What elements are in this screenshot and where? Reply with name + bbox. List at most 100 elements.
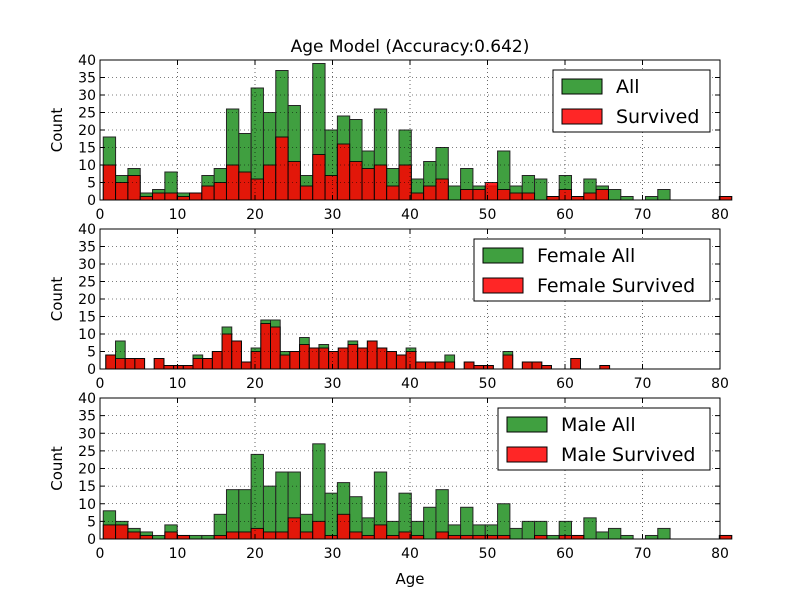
- x-tick-label: 40: [401, 207, 419, 223]
- x-tick-label: 50: [479, 546, 497, 562]
- bar: [534, 178, 548, 201]
- y-tick-label: 35: [78, 71, 96, 87]
- bar: [250, 453, 264, 540]
- bar: [410, 192, 425, 201]
- bar: [473, 365, 485, 370]
- bar: [240, 361, 252, 370]
- bar: [472, 534, 486, 540]
- bar: [483, 365, 494, 370]
- bar: [287, 517, 301, 540]
- bar: [534, 534, 548, 540]
- bar: [410, 534, 425, 540]
- bar: [201, 185, 215, 201]
- bar: [435, 178, 449, 201]
- y-tick-label: 5: [87, 176, 96, 192]
- bar: [472, 189, 486, 201]
- bar: [521, 192, 536, 201]
- y-tick-label: 40: [78, 391, 96, 407]
- bar: [425, 361, 436, 370]
- y-tick-label: 0: [87, 193, 96, 209]
- bar: [102, 524, 117, 540]
- bar: [546, 534, 560, 540]
- bar: [127, 531, 141, 540]
- bar: [595, 189, 609, 201]
- y-tick-label: 15: [78, 479, 96, 495]
- bar: [275, 136, 289, 201]
- bar: [115, 524, 129, 540]
- bar: [657, 189, 671, 201]
- legend-swatch-all: [482, 247, 524, 264]
- bar: [718, 196, 733, 201]
- bar: [447, 534, 462, 540]
- x-tick-label: 80: [711, 376, 729, 392]
- bar: [299, 531, 314, 540]
- legend: Male All Male Survived: [497, 407, 711, 471]
- bar: [571, 534, 585, 540]
- bar: [546, 196, 560, 201]
- legend-label-survived: Female Survived: [537, 275, 695, 297]
- x-tick-label: 0: [96, 376, 105, 392]
- bar: [275, 531, 289, 540]
- y-axis-label: Count: [48, 108, 66, 153]
- bar: [324, 175, 338, 201]
- bar: [238, 171, 252, 201]
- x-tick-label: 50: [479, 207, 497, 223]
- bar: [289, 351, 301, 370]
- y-tick-label: 40: [78, 222, 96, 238]
- x-tick-label: 60: [556, 376, 574, 392]
- x-tick-label: 40: [401, 376, 419, 392]
- bar: [337, 347, 349, 370]
- x-axis-label: Age: [395, 570, 424, 588]
- bar: [213, 182, 227, 201]
- x-tick-label: 80: [711, 546, 729, 562]
- x-tick-label: 20: [246, 546, 264, 562]
- bar: [497, 189, 511, 201]
- y-tick-label: 25: [78, 106, 96, 122]
- y-tick-label: 30: [78, 426, 96, 442]
- bar: [260, 323, 271, 370]
- y-tick-label: 5: [87, 345, 96, 361]
- legend-swatch-all: [561, 78, 603, 95]
- y-tick-label: 30: [78, 257, 96, 273]
- bar: [225, 531, 240, 540]
- y-tick-label: 20: [78, 123, 96, 139]
- bar: [139, 534, 154, 540]
- y-tick-label: 0: [87, 362, 96, 378]
- bar: [299, 344, 310, 370]
- y-tick-label: 35: [78, 409, 96, 425]
- bar: [115, 358, 126, 370]
- bar: [395, 354, 407, 370]
- bar: [620, 196, 634, 201]
- bar: [644, 534, 659, 540]
- legend-swatch-survived: [561, 108, 603, 125]
- bar: [176, 534, 191, 540]
- bar: [434, 361, 446, 370]
- y-tick-label: 15: [78, 141, 96, 157]
- y-axis-label: Count: [48, 277, 66, 322]
- bar: [308, 347, 320, 370]
- bar: [124, 358, 136, 370]
- panel-2: 0 10 20 30 40 50 60 70 800510152025303540CountFe…: [48, 222, 729, 392]
- bar: [435, 531, 449, 540]
- legend-label-survived: Survived: [616, 106, 699, 128]
- y-tick-label: 20: [78, 462, 96, 478]
- y-axis-label: Count: [48, 446, 66, 491]
- y-tick-label: 10: [78, 497, 96, 513]
- bar: [238, 531, 252, 540]
- bar: [152, 534, 166, 540]
- x-tick-label: 40: [401, 546, 419, 562]
- bar: [521, 520, 536, 540]
- bar: [447, 185, 462, 201]
- x-tick-label: 0: [96, 546, 105, 562]
- x-tick-label: 30: [324, 376, 342, 392]
- bar: [164, 192, 178, 201]
- bar: [328, 351, 339, 370]
- bar: [105, 354, 116, 370]
- y-tick-label: 40: [78, 53, 96, 69]
- x-tick-label: 20: [246, 207, 264, 223]
- panel-1: 0 10 20 30 40 50 60 70 800510152025303540CountAg…: [48, 37, 733, 223]
- bar: [221, 333, 233, 370]
- bar: [718, 534, 733, 540]
- legend: Female All Female Survived: [473, 238, 711, 302]
